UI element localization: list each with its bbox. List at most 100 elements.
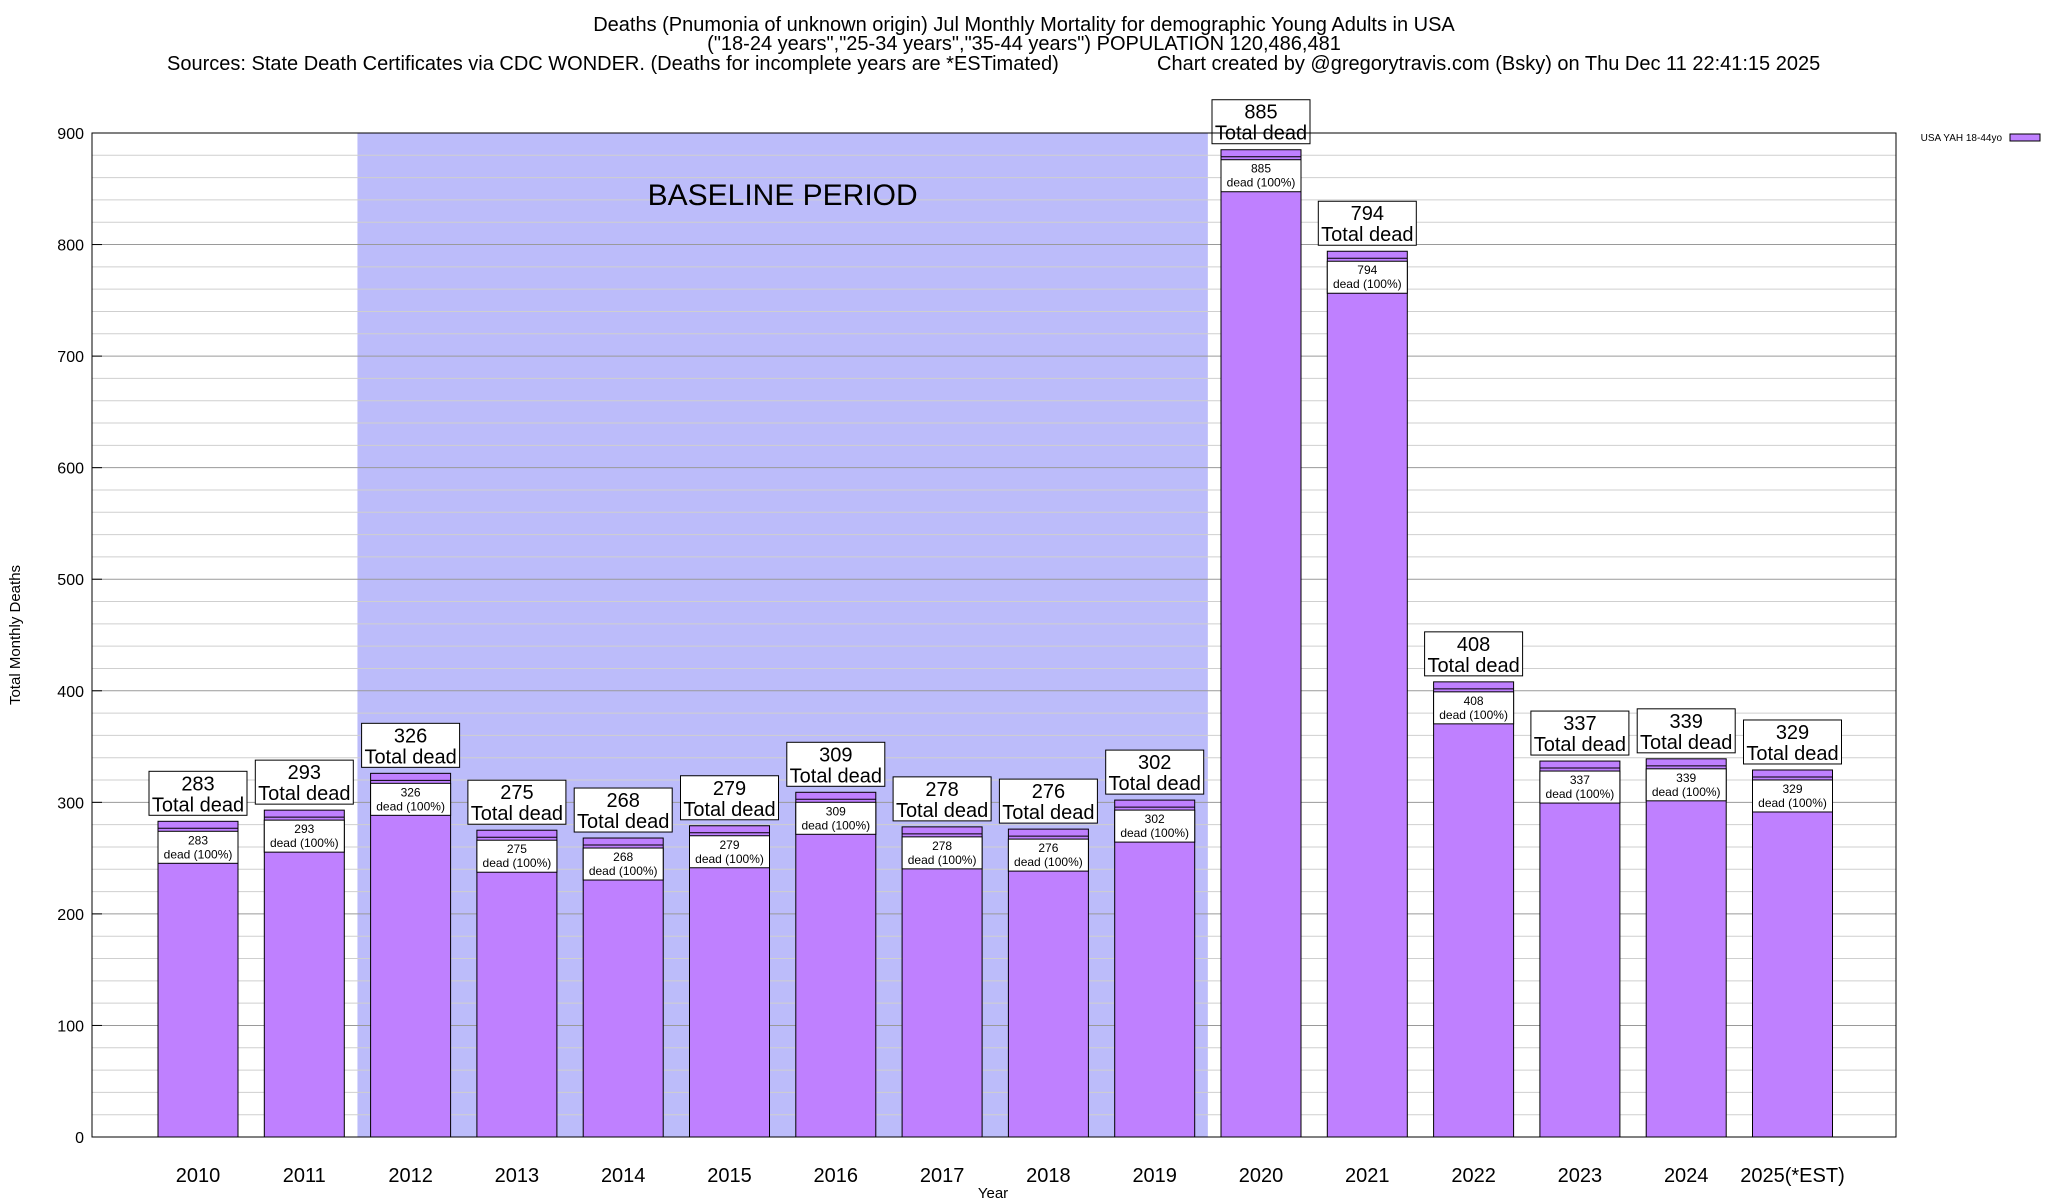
inner-dead-label: dead (100%) [801,818,870,832]
total-dead-label: Total dead [1534,734,1626,756]
total-dead-label: Total dead [1109,773,1201,795]
total-label-box [1317,200,1417,246]
inner-dead-label: dead (100%) [695,852,764,866]
total-value-label: 293 [288,762,321,784]
total-dead-label: Total dead [1321,224,1413,246]
inner-value-label: 794 [1357,263,1377,277]
inner-dead-label: dead (100%) [1758,796,1827,810]
inner-dead-label: dead (100%) [1333,277,1402,291]
bar [901,826,983,1138]
total-label-box [1743,719,1842,765]
inner-dead-label: dead (100%) [1227,176,1296,190]
legend-label: USA YAH 18-44yo [1921,133,2003,144]
inner-value-label: 279 [719,838,739,852]
inner-label-box [263,819,345,853]
total-value-label: 337 [1563,713,1596,735]
x-tick-label: 2016 [814,1165,859,1187]
total-label-box [1530,710,1630,756]
total-value-label: 326 [394,725,427,747]
total-dead-label: Total dead [471,803,563,825]
inner-value-label: 408 [1464,694,1484,708]
total-dead-label: Total dead [577,811,669,833]
total-label-box [1636,708,1736,754]
inner-label-box [1433,691,1515,725]
bar [1326,250,1408,1138]
x-tick-label: 2012 [388,1165,433,1187]
inner-value-label: 885 [1251,162,1271,176]
inner-dead-label: dead (100%) [483,856,552,870]
x-tick-label: 2021 [1345,1165,1390,1187]
inner-value-label: 283 [188,833,208,847]
inner-dead-label: dead (100%) [1120,826,1189,840]
total-dead-label: Total dead [258,783,350,805]
bar [795,791,877,1138]
total-dead-label: Total dead [1427,655,1519,677]
total-label-box [680,775,779,821]
y-axis-title: Total Monthly Deaths [7,565,24,705]
total-value-label: 283 [181,773,214,795]
inner-dead-label: dead (100%) [1014,855,1083,869]
inner-value-label: 326 [401,785,421,799]
inner-label-box [1645,768,1727,802]
total-label-box [998,778,1098,824]
inner-value-label: 309 [826,804,846,818]
total-dead-label: Total dead [364,746,456,768]
inner-dead-label: dead (100%) [1652,785,1721,799]
total-value-label: 329 [1776,722,1809,744]
total-label-box [148,770,248,816]
bar [582,837,664,1138]
plot-frame [91,132,1897,1138]
x-tick-label: 2013 [495,1165,540,1187]
inner-label-box [1752,779,1833,813]
total-label-box [1211,99,1311,145]
x-tick-label: 2024 [1664,1165,1709,1187]
inner-dead-label: dead (100%) [589,864,658,878]
baseline-annotation: BASELINE PERIOD [648,179,918,212]
total-value-label: 339 [1670,711,1703,733]
total-value-label: 309 [819,744,852,766]
total-value-label: 279 [713,778,746,800]
total-dead-label: Total dead [683,799,775,821]
total-label-box [786,741,886,787]
inner-label-box [370,782,452,816]
inner-dead-label: dead (100%) [164,847,233,861]
total-label-box [892,776,992,822]
bar [1220,149,1302,1138]
inner-value-label: 268 [613,850,633,864]
y-tick-label: 0 [75,1130,84,1147]
chart-subtitle: ("18-24 years","25-34 years","35-44 year… [707,33,1341,55]
y-tick-label: 600 [57,461,84,478]
inner-label-box [795,801,877,835]
y-tick-label: 800 [57,238,84,255]
total-value-label: 408 [1457,634,1490,656]
x-tick-label: 2022 [1451,1165,1496,1187]
y-tick-label: 700 [57,349,84,366]
total-dead-label: Total dead [1640,732,1732,754]
bar [476,829,558,1138]
total-label-box [361,722,461,768]
bar [263,809,345,1138]
x-tick-label: 2014 [601,1165,646,1187]
total-value-label: 278 [925,779,958,801]
total-label-box [1424,631,1524,677]
total-value-label: 794 [1351,203,1384,225]
bar [1114,799,1196,1138]
total-label-box [254,759,354,805]
y-tick-label: 300 [57,795,84,812]
bar [1007,828,1089,1138]
chart-credit: Chart created by @gregorytravis.com (Bsk… [1157,53,1821,75]
bar [1539,760,1621,1138]
total-dead-label: Total dead [152,794,244,816]
total-label-box [467,779,567,825]
inner-label-box [1539,770,1621,804]
inner-dead-label: dead (100%) [270,836,339,850]
inner-label-box [1114,809,1196,843]
total-dead-label: Total dead [1002,802,1094,824]
x-tick-label: 2020 [1239,1165,1284,1187]
x-tick-label: 2025(*EST) [1740,1165,1845,1187]
inner-label-box [1007,838,1089,872]
bar [1752,769,1833,1138]
total-value-label: 885 [1244,102,1277,124]
chart-sources: Sources: State Death Certificates via CD… [167,53,1059,75]
total-value-label: 268 [607,790,640,812]
